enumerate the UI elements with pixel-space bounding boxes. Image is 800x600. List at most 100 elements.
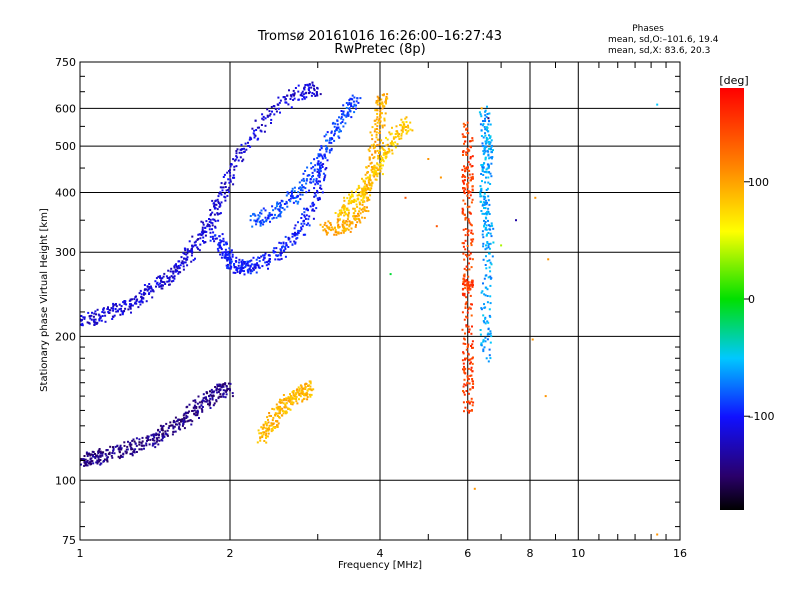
trace-scatter-point	[479, 185, 482, 188]
trace-scatter-point	[463, 369, 466, 372]
trace-scatter-point	[278, 407, 281, 410]
trace-scatter-point	[481, 124, 484, 127]
trace-scatter-point	[86, 321, 89, 324]
trace-scatter-point	[465, 390, 468, 392]
trace-scatter-point	[271, 110, 273, 113]
trace-scatter-point	[97, 452, 100, 455]
trace-scatter-point	[193, 241, 196, 244]
trace-scatter-point	[480, 307, 483, 310]
trace-scatter-point	[220, 193, 223, 196]
trace-scatter-point	[264, 427, 267, 430]
trace-scatter-point	[181, 424, 184, 427]
trace-scatter-point	[175, 263, 177, 266]
trace-scatter-point	[470, 201, 473, 204]
trace-scatter-point	[341, 113, 343, 116]
trace-scatter-point	[228, 186, 231, 189]
trace-scatter-point	[92, 451, 95, 454]
trace-scatter-point	[485, 244, 487, 247]
trace-scatter-point	[462, 281, 465, 284]
trace-scatter-point	[172, 270, 175, 273]
trace-scatter-point	[350, 190, 353, 193]
trace-scatter-point	[376, 125, 379, 128]
trace-scatter-point	[471, 281, 474, 284]
trace-scatter-point	[482, 340, 485, 343]
trace-scatter-point	[471, 189, 474, 192]
trace-scatter-point	[230, 260, 233, 263]
trace-scatter-point	[233, 264, 235, 266]
trace-scatter-point	[295, 400, 298, 403]
trace-scatter-point	[88, 315, 91, 318]
trace-scatter-point	[285, 406, 288, 409]
trace-scatter-point	[117, 455, 120, 458]
trace-scatter-point	[399, 124, 402, 126]
trace-scatter-point	[243, 147, 245, 150]
trace-scatter-point	[303, 214, 306, 217]
trace-scatter-point	[464, 124, 467, 126]
trace-scatter-point	[461, 359, 464, 362]
trace-scatter-point	[462, 278, 465, 281]
trace-scatter-point	[486, 301, 489, 304]
trace-scatter-point	[381, 107, 384, 110]
trace-scatter-point	[401, 125, 404, 128]
trace-scatter-point	[381, 147, 384, 150]
trace-scatter-point	[483, 321, 486, 324]
trace-scatter-point	[467, 367, 470, 370]
trace-scatter-point	[486, 126, 488, 129]
trace-point	[323, 228, 326, 231]
trace-scatter-point	[183, 257, 186, 260]
trace-scatter-point	[186, 264, 189, 267]
trace-scatter-point	[275, 420, 277, 423]
trace-scatter-point	[465, 167, 468, 170]
trace-scatter-point	[488, 247, 491, 250]
trace-scatter-point	[470, 231, 473, 234]
trace-scatter-point	[224, 196, 227, 199]
trace-scatter-point	[114, 303, 117, 306]
trace-scatter-point	[391, 126, 393, 129]
trace-scatter-point	[156, 439, 159, 442]
trace-scatter-point	[96, 461, 99, 464]
trace-scatter-point	[472, 383, 475, 385]
trace-scatter-point	[350, 227, 353, 230]
trace-point	[362, 207, 365, 210]
trace-scatter-point	[186, 256, 189, 259]
trace-scatter-point	[284, 98, 287, 101]
trace-scatter-point	[377, 157, 380, 160]
trace-scatter-point	[153, 436, 156, 439]
trace-scatter-point	[348, 223, 351, 226]
trace-scatter-point	[157, 429, 159, 432]
trace-scatter-point	[471, 279, 474, 282]
trace-scatter-point	[172, 419, 175, 422]
trace-scatter-point	[119, 444, 122, 447]
x-tick-label: 6	[464, 547, 471, 560]
trace-scatter-point	[342, 110, 345, 113]
trace-scatter-point	[279, 202, 282, 204]
trace-scatter-point	[188, 410, 191, 413]
trace-scatter-point	[349, 97, 352, 100]
trace-scatter-point	[400, 129, 403, 132]
trace-scatter-point	[182, 414, 185, 417]
trace-scatter-point	[342, 112, 345, 115]
trace-point	[373, 171, 376, 174]
trace-scatter-point	[108, 312, 111, 314]
trace-scatter-point	[344, 221, 347, 224]
x-tick-label: 1	[77, 547, 84, 560]
trace-scatter-point	[358, 207, 361, 210]
trace-scatter-point	[124, 307, 127, 310]
trace-scatter-point	[379, 111, 382, 114]
trace-scatter-point	[483, 225, 486, 228]
trace-scatter-point	[482, 339, 485, 342]
trace-scatter-point	[291, 243, 294, 246]
trace-scatter-point	[333, 233, 336, 236]
trace-scatter-point	[486, 211, 488, 214]
trace-scatter-point	[133, 298, 136, 301]
trace-scatter-point	[485, 139, 488, 142]
trace-scatter-point	[191, 251, 194, 254]
trace-scatter-point	[471, 240, 474, 243]
trace-scatter-point	[290, 95, 293, 98]
trace-scatter-point	[232, 183, 235, 186]
trace-scatter-point	[240, 268, 243, 271]
trace-scatter-point	[484, 316, 487, 319]
trace-scatter-point	[396, 132, 399, 135]
trace-scatter-point	[329, 137, 332, 140]
trace-scatter-point	[295, 389, 298, 392]
